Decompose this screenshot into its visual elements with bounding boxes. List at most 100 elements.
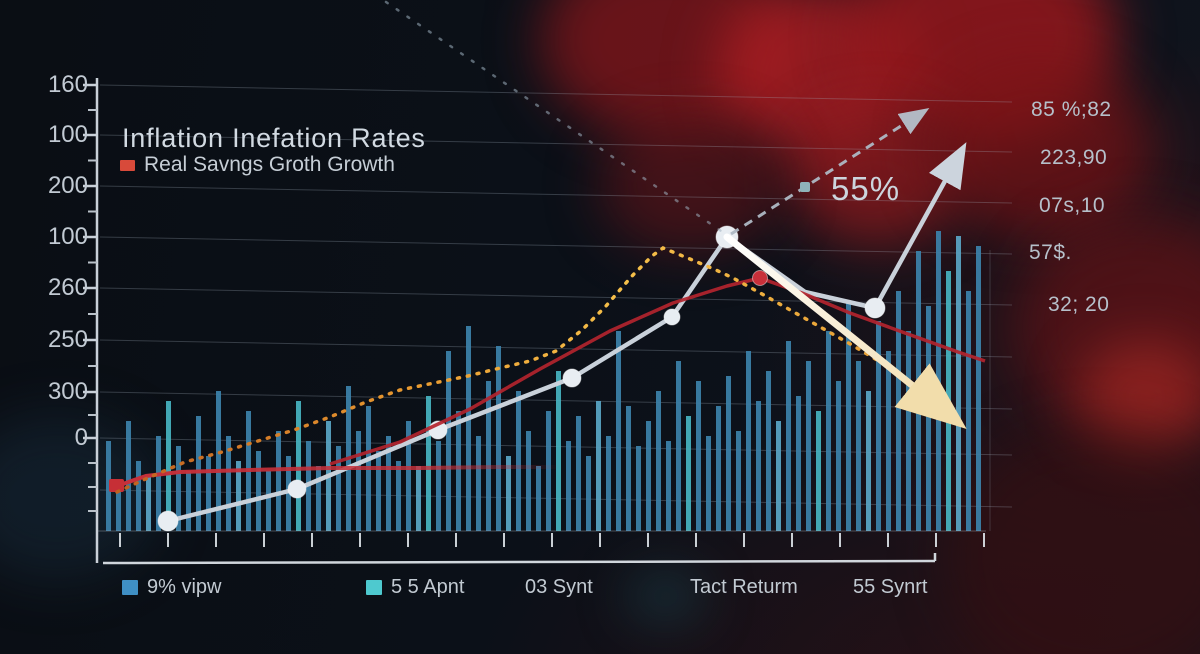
bar [876,321,881,531]
bar [866,391,871,531]
bar [416,466,421,531]
bar [736,431,741,531]
bar [566,441,571,531]
series-square-marker [109,479,124,492]
right-axis-label: 32; 20 [1048,293,1110,316]
right-axis-label: 223,90 [1040,146,1108,169]
x-legend-label: 03 Synt [525,576,593,598]
bar [576,416,581,531]
x-legend-swatch [122,580,138,595]
bar [176,446,181,531]
y-axis-tick-label: 250 [47,326,88,353]
bar [696,381,701,531]
bar [966,291,971,531]
bar [456,411,461,531]
bar [746,351,751,531]
bar [526,431,531,531]
bar [706,436,711,531]
series-square-marker [800,182,810,192]
bar [486,381,491,531]
bar [546,411,551,531]
bar [236,461,241,531]
bar [376,451,381,531]
bar [266,471,271,531]
series-marker [287,479,307,499]
x-legend-item: 55 Synrt [853,576,927,599]
bar [126,421,131,531]
bar [956,236,961,531]
bar [296,401,301,531]
bar [616,331,621,531]
bar [316,466,321,531]
series-faint-dotted-diagonal [384,0,726,235]
x-legend-label: 55 Synrt [853,576,928,598]
bar [796,396,801,531]
right-axis-label: 57$. [1029,241,1072,264]
bar [886,351,891,531]
series-marker [663,308,681,326]
x-legend-item: 5 5 Apnt [366,576,464,599]
bar [406,421,411,531]
bar [606,436,611,531]
bar-series [106,231,981,531]
bar [466,326,471,531]
legend-top-label: Real Savngs Groth Growth [144,153,395,176]
bar [596,401,601,531]
bar [166,401,171,531]
x-legend-swatch [366,580,382,595]
bar [436,441,441,531]
x-legend-label: 5 5 Apnt [391,576,465,598]
bar [506,456,511,531]
bar [116,486,121,531]
y-axis-tick-label: 300 [47,378,88,405]
series-marker [752,270,768,286]
bar [976,246,981,531]
x-legend-label: 9% vipw [147,576,222,598]
legend-swatch-red [120,159,135,171]
right-axis-label: 85 %;82 [1031,98,1112,121]
line-series [109,0,986,532]
bar [816,411,821,531]
bar [656,391,661,531]
bar [756,401,761,531]
x-legend-item: Tact Returm [690,576,798,599]
bar [286,456,291,531]
bar [206,456,211,531]
series-marker [864,297,886,319]
x-legend-item: 9% vipw [122,576,221,599]
series-cream-down-arrow [723,233,967,429]
bar [336,446,341,531]
series-marker [562,368,582,388]
series-dashed-annotation-arrow [730,107,930,236]
axes [83,78,986,565]
bar [636,446,641,531]
y-axis-tick-label: 160 [47,71,88,98]
bar [856,361,861,531]
bar [626,406,631,531]
bar [496,346,501,531]
bar [426,396,431,531]
bar [666,441,671,531]
bar [396,461,401,531]
series-red-real-savings-flat [115,465,562,488]
bar [556,371,561,531]
bar [256,451,261,531]
legend-top: Real Savngs Groth Growth [120,153,395,177]
bar [646,421,651,531]
y-axis-tick-label: 0 [74,424,88,451]
y-axis-tick-label: 200 [47,172,88,199]
bar [686,416,691,531]
bar [106,441,111,531]
bar [716,406,721,531]
bar [186,471,191,531]
bar [446,351,451,531]
right-axis-label: 07s,10 [1039,194,1106,217]
bar [216,391,221,531]
chart-title: Inflation Inefation Rates [122,123,426,153]
bar [776,421,781,531]
series-red-real-savings [329,276,986,466]
y-axis-tick-label: 260 [47,274,88,301]
bar [936,231,941,531]
bar [156,436,161,531]
